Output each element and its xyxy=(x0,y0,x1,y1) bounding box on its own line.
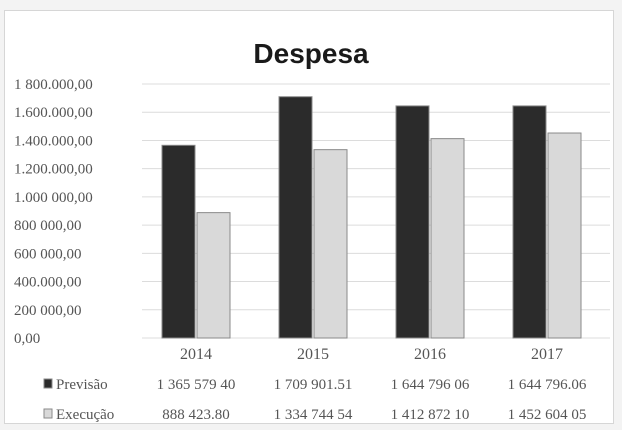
y-tick-label: 600 000,00 xyxy=(14,246,82,262)
data-label: 1 644 796.06 xyxy=(508,377,587,393)
y-tick-label: 1.400.000,00 xyxy=(14,133,93,149)
data-label: 1 452 604 05 xyxy=(508,407,587,423)
legend-swatch xyxy=(43,378,53,389)
y-tick-label: 200 000,00 xyxy=(14,303,82,319)
chart-title: Despesa xyxy=(253,38,369,69)
bar-execucao xyxy=(313,149,348,339)
bar-execucao xyxy=(196,212,231,339)
y-tick-label: 0,00 xyxy=(14,331,40,347)
y-tick-label: 1.000 000,00 xyxy=(14,190,93,206)
y-tick-label: 800 000,00 xyxy=(14,218,82,234)
y-tick-label: 1.200.000,00 xyxy=(14,162,93,178)
x-tick-label: 2014 xyxy=(180,346,212,363)
x-tick-label: 2016 xyxy=(414,346,446,363)
bar-execucao xyxy=(547,132,582,339)
legend-entry: Execução xyxy=(56,407,114,423)
y-tick-label: 1 800.000,00 xyxy=(14,77,93,93)
legend-swatch xyxy=(43,408,53,419)
bar-previsao xyxy=(395,105,430,339)
x-tick-label: 2017 xyxy=(531,346,563,363)
x-tick-label: 2015 xyxy=(297,346,329,363)
bar-previsao xyxy=(161,144,196,339)
legend-entry: Previsão xyxy=(56,377,108,393)
data-label: 1 365 579 40 xyxy=(157,377,236,393)
bar-previsao xyxy=(512,105,547,339)
bar-previsao xyxy=(278,96,313,339)
data-label: 1 644 796 06 xyxy=(391,377,470,393)
data-label: 1 412 872 10 xyxy=(391,407,470,423)
y-tick-label: 1.600.000,00 xyxy=(14,105,93,121)
bar-execucao xyxy=(430,138,465,339)
y-tick-label: 400.000,00 xyxy=(14,275,82,291)
data-label: 888 423.80 xyxy=(162,407,230,423)
data-label: 1 334 744 54 xyxy=(274,407,353,423)
data-label: 1 709 901.51 xyxy=(274,377,353,393)
